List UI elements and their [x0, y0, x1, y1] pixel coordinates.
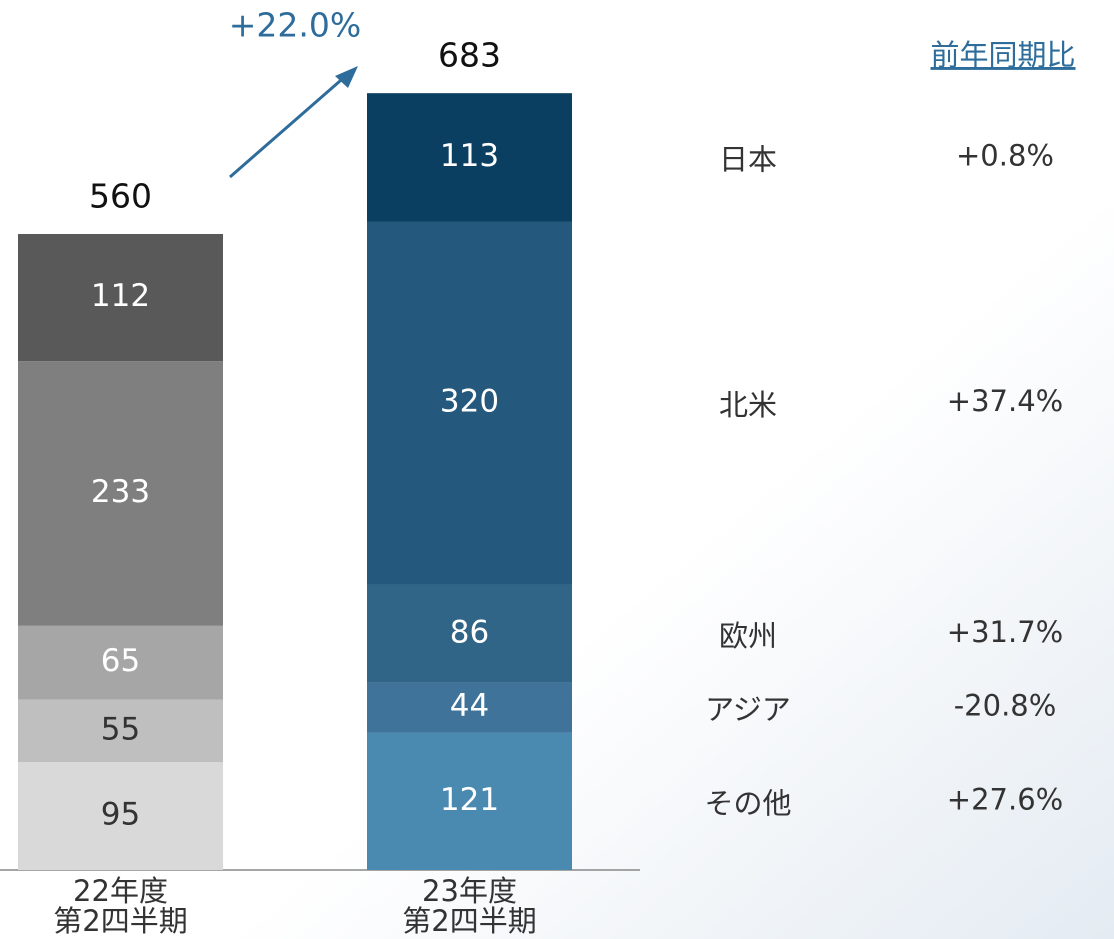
change-label: -20.8%	[954, 689, 1057, 723]
segment-label: 121	[440, 782, 499, 818]
region-label: 北米	[719, 388, 777, 422]
category-label: 23年度 第2四半期	[402, 874, 537, 938]
total-label: 560	[89, 177, 152, 216]
segment-label: 320	[440, 384, 499, 420]
change-label: +27.6%	[947, 782, 1063, 816]
segment-label: 55	[101, 711, 140, 747]
segment-label: 95	[101, 797, 140, 833]
bar-segment	[367, 682, 572, 733]
segment-label: 113	[440, 138, 499, 174]
segment-label: 65	[101, 643, 140, 679]
bar-segment	[367, 732, 572, 870]
change-header: 前年同期比	[930, 38, 1075, 72]
region-label: 日本	[719, 142, 777, 176]
segment-label: 86	[450, 614, 489, 650]
growth-annotation: +22.0%	[229, 6, 361, 45]
arrow-head	[335, 66, 358, 88]
region-label: その他	[704, 786, 791, 820]
total-label: 683	[438, 36, 501, 75]
bar-segment	[18, 361, 223, 626]
bar-segment	[367, 93, 572, 222]
bar-segment	[367, 584, 572, 683]
region-label: 欧州	[719, 619, 777, 653]
bar-segment	[18, 699, 223, 763]
bar-segment	[18, 234, 223, 362]
bar-segment	[367, 221, 572, 585]
segment-label: 44	[450, 688, 489, 724]
segment-label: 233	[91, 474, 150, 510]
growth-arrow	[229, 72, 349, 179]
segment-label: 112	[91, 278, 150, 314]
category-label: 22年度 第2四半期	[53, 874, 188, 938]
change-label: +0.8%	[956, 138, 1054, 172]
change-label: +37.4%	[947, 384, 1063, 418]
change-label: +31.7%	[947, 615, 1063, 649]
bar-segment	[18, 762, 223, 870]
bar-segment	[18, 625, 223, 700]
region-label: アジア	[705, 693, 791, 727]
